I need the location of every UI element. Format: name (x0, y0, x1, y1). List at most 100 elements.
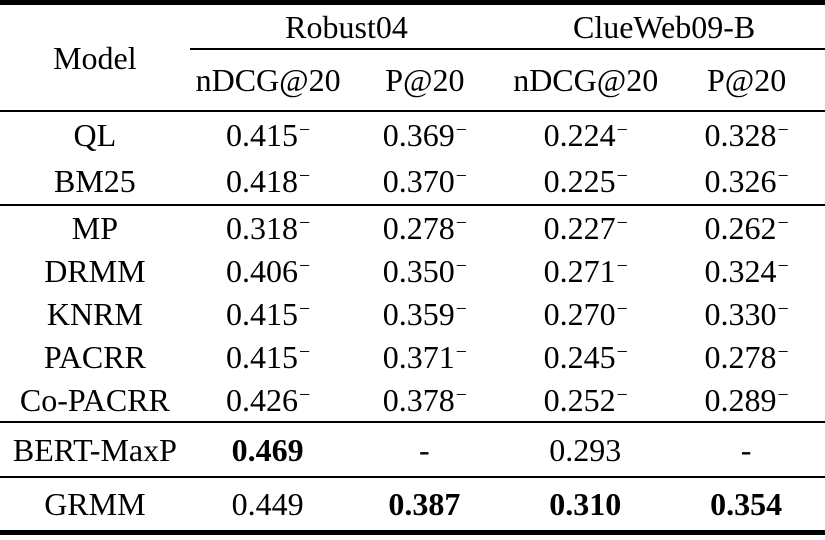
significance-mark: − (299, 119, 311, 142)
metric-value: 0.262− (704, 209, 789, 246)
header-model: Model (53, 39, 137, 76)
header-metric-p20-robust04: P@20 (385, 62, 465, 98)
header-rule (0, 110, 825, 112)
metric-value: 0.330− (704, 295, 789, 332)
metric-value: 0.293 (549, 431, 622, 468)
metric-value: 0.310 (549, 486, 622, 522)
metric-value: 0.359− (382, 295, 467, 332)
model-name: QL (73, 117, 117, 153)
significance-mark: − (777, 297, 789, 320)
significance-mark: − (299, 211, 311, 234)
header-group-clueweb09b: ClueWeb09-B (572, 8, 756, 45)
metric-value: 0.354 (710, 486, 783, 522)
model-name: KNRM (46, 295, 143, 332)
significance-mark: − (299, 165, 311, 188)
significance-mark: − (455, 383, 467, 406)
significance-mark: − (777, 340, 789, 363)
model-name: MP (71, 209, 118, 246)
metric-value: 0.378− (382, 381, 467, 418)
section-rule (0, 204, 825, 206)
metric-value: 0.371− (382, 338, 467, 375)
metric-value: 0.449 (231, 486, 304, 522)
row-bm25: BM25 0.418− 0.370− 0.225− 0.326− (0, 158, 825, 204)
row-ql: QL 0.415− 0.369− 0.224− 0.328− (0, 112, 825, 158)
model-name: Co-PACRR (19, 381, 170, 418)
metric-value: 0.270− (543, 295, 628, 332)
metric-value: 0.350− (382, 252, 467, 289)
metric-value: 0.324− (704, 252, 789, 289)
metric-value: 0.415− (226, 295, 311, 332)
header-group-row: Robust04 ClueWeb09-B (189, 5, 825, 50)
row-drmm: DRMM 0.406− 0.350− 0.271− 0.324− (0, 249, 825, 292)
metric-value: 0.227− (543, 209, 628, 246)
significance-mark: − (299, 254, 311, 277)
significance-mark: − (299, 297, 311, 320)
section-neural-models: MP 0.318− 0.278− 0.227− 0.262− DRMM 0.40… (0, 206, 825, 421)
metric-value: 0.289− (704, 381, 789, 418)
metric-value: 0.224− (543, 117, 628, 153)
significance-mark: − (616, 211, 628, 234)
row-co-pacrr: Co-PACRR 0.426− 0.378− 0.252− 0.289− (0, 378, 825, 421)
significance-mark: − (777, 119, 789, 142)
row-grmm: GRMM 0.449 0.387 0.310 0.354 (0, 478, 825, 530)
metric-value: 0.278− (704, 338, 789, 375)
metric-value: 0.370− (382, 163, 467, 199)
significance-mark: − (616, 119, 628, 142)
model-name: GRMM (44, 486, 146, 522)
significance-mark: − (455, 254, 467, 277)
metric-value: 0.328− (704, 117, 789, 153)
significance-mark: − (455, 297, 467, 320)
significance-mark: − (455, 119, 467, 142)
metric-value: 0.245− (543, 338, 628, 375)
significance-mark: − (777, 165, 789, 188)
section-grmm: GRMM 0.449 0.387 0.310 0.354 (0, 478, 825, 530)
significance-mark: − (777, 211, 789, 234)
metric-value: 0.415− (226, 117, 311, 153)
metric-value: 0.406− (226, 252, 311, 289)
section-baselines: QL 0.415− 0.369− 0.224− 0.328− BM25 0.41… (0, 112, 825, 204)
metric-value: 0.418− (226, 163, 311, 199)
header-right: Robust04 ClueWeb09-B nDCG@20 P@20 nDCG@2… (189, 5, 825, 110)
metric-value: 0.252− (543, 381, 628, 418)
section-rule (0, 476, 825, 478)
metric-value: - (419, 431, 430, 468)
significance-mark: − (455, 211, 467, 234)
metric-value: 0.369− (382, 117, 467, 153)
significance-mark: − (299, 340, 311, 363)
header-metric-ndcg20-clueweb09b: nDCG@20 (513, 62, 659, 98)
top-rule (0, 0, 825, 5)
significance-mark: − (616, 383, 628, 406)
table-header: Model Robust04 ClueWeb09-B nDCG@20 P@20 … (0, 5, 825, 110)
row-pacrr: PACRR 0.415− 0.371− 0.245− 0.278− (0, 335, 825, 378)
row-knrm: KNRM 0.415− 0.359− 0.270− 0.330− (0, 292, 825, 335)
model-name: BERT-MaxP (12, 431, 177, 468)
significance-mark: − (777, 254, 789, 277)
metric-value: 0.415− (226, 338, 311, 375)
metric-value: 0.225− (543, 163, 628, 199)
header-metric-ndcg20-robust04: nDCG@20 (195, 62, 341, 98)
significance-mark: − (616, 297, 628, 320)
header-group-robust04: Robust04 (285, 8, 408, 45)
model-name: PACRR (43, 338, 146, 375)
header-metric-row: nDCG@20 P@20 nDCG@20 P@20 (190, 50, 825, 110)
model-name: DRMM (44, 252, 146, 289)
section-bert: BERT-MaxP 0.469 - 0.293 - (0, 423, 825, 476)
section-rule (0, 421, 825, 423)
metric-value: 0.326− (704, 163, 789, 199)
significance-mark: − (299, 383, 311, 406)
metric-value: 0.387 (388, 486, 461, 522)
significance-mark: − (616, 340, 628, 363)
model-name: BM25 (53, 163, 136, 199)
metric-value: 0.318− (226, 209, 311, 246)
metric-value: 0.426− (226, 381, 311, 418)
row-mp: MP 0.318− 0.278− 0.227− 0.262− (0, 206, 825, 249)
metric-value: - (740, 431, 752, 468)
metric-value: 0.271− (543, 252, 628, 289)
metric-value: 0.469 (231, 431, 304, 468)
significance-mark: − (616, 165, 628, 188)
significance-mark: − (777, 383, 789, 406)
significance-mark: − (455, 340, 467, 363)
significance-mark: − (455, 165, 467, 188)
row-bert-maxp: BERT-MaxP 0.469 - 0.293 - (0, 423, 825, 476)
